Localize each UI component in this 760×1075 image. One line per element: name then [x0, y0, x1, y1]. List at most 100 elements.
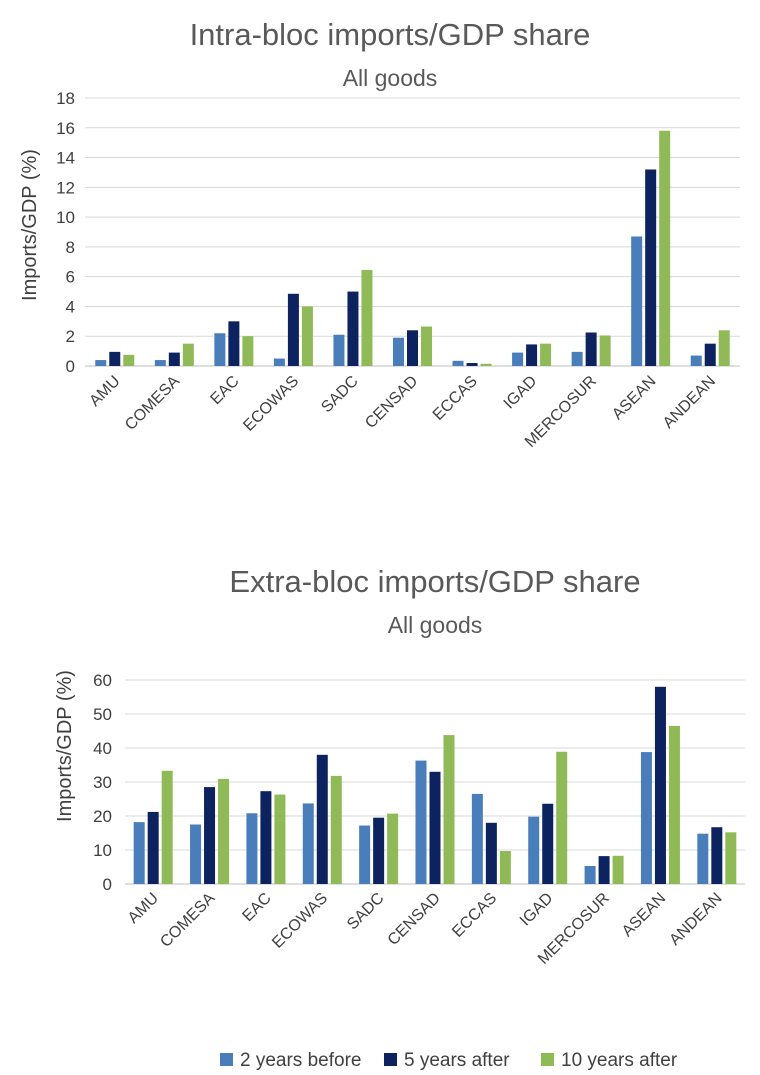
- category-label-amu: AMU: [86, 373, 123, 410]
- category-label-asean: ASEAN: [609, 373, 659, 423]
- bar-comesa-10-years-after: [218, 778, 230, 884]
- y-tick-label: 14: [56, 149, 75, 168]
- bar-andean-5-years-after: [704, 343, 716, 366]
- bar-ecowas-10-years-after: [330, 775, 342, 884]
- bar-mercosur-10-years-after: [599, 335, 611, 366]
- bar-amu-5-years-after: [109, 351, 121, 366]
- category-label-andean: ANDEAN: [666, 890, 725, 949]
- bar-igad-2-years-before: [512, 352, 524, 366]
- intra-bloc-chart: Intra-bloc imports/GDP share All goods I…: [19, 17, 740, 451]
- bar-eccas-5-years-after: [466, 363, 478, 366]
- category-label-sadc: SADC: [344, 890, 387, 933]
- bar-igad-2-years-before: [528, 816, 540, 884]
- chart-title: Extra-bloc imports/GDP share: [229, 564, 640, 599]
- bar-eac-2-years-before: [246, 813, 258, 884]
- y-tick-label: 30: [93, 773, 112, 792]
- bar-mercosur-5-years-after: [598, 856, 610, 884]
- category-label-eccas: ECCAS: [430, 373, 481, 424]
- bar-amu-5-years-after: [147, 811, 159, 884]
- bar-sadc-10-years-after: [387, 813, 399, 884]
- bar-andean-10-years-after: [725, 832, 737, 884]
- y-tick-label: 0: [103, 875, 112, 894]
- bar-andean-2-years-before: [697, 833, 709, 884]
- bar-asean-2-years-before: [631, 236, 643, 366]
- bar-comesa-2-years-before: [154, 360, 166, 366]
- category-label-comesa: COMESA: [122, 373, 183, 434]
- category-label-censad: CENSAD: [362, 373, 421, 432]
- bar-comesa-10-years-after: [182, 343, 194, 366]
- category-label-comesa: COMESA: [157, 890, 218, 951]
- y-tick-label: 60: [93, 671, 112, 690]
- y-tick-label: 2: [66, 327, 75, 346]
- bar-asean-2-years-before: [640, 752, 652, 884]
- legend-label-10-years-after: 10 years after: [561, 1050, 678, 1071]
- bar-asean-10-years-after: [659, 130, 671, 366]
- bar-ecowas-2-years-before: [302, 803, 314, 884]
- bar-eac-2-years-before: [214, 333, 226, 366]
- category-label-ecowas: ECOWAS: [240, 373, 302, 435]
- bar-ecowas-10-years-after: [301, 306, 313, 366]
- extra-bloc-chart: Extra-bloc imports/GDP share All goods I…: [54, 564, 745, 968]
- y-tick-label: 6: [66, 268, 75, 287]
- category-label-asean: ASEAN: [619, 890, 669, 940]
- bar-ecowas-5-years-after: [287, 293, 299, 366]
- bar-amu-2-years-before: [95, 360, 107, 366]
- bar-comesa-5-years-after: [168, 352, 180, 366]
- bar-sadc-2-years-before: [333, 334, 345, 366]
- bar-sadc-2-years-before: [359, 825, 371, 884]
- bar-censad-2-years-before: [415, 760, 427, 884]
- legend-label-5-years-after: 5 years after: [404, 1050, 510, 1071]
- chart-subtitle: All goods: [343, 65, 438, 91]
- bar-mercosur-10-years-after: [612, 855, 624, 884]
- chart-subtitle: All goods: [388, 612, 483, 638]
- bar-sadc-5-years-after: [347, 291, 359, 366]
- legend-swatch-2-years-before: [220, 1053, 233, 1066]
- category-label-amu: AMU: [125, 890, 162, 927]
- bar-eac-5-years-after: [228, 321, 240, 366]
- bar-censad-5-years-after: [429, 771, 441, 884]
- bar-eccas-10-years-after: [499, 851, 511, 884]
- y-axis-label: Imports/GDP (%): [54, 670, 76, 822]
- bar-censad-10-years-after: [421, 326, 432, 366]
- bar-censad-2-years-before: [393, 337, 404, 366]
- legend-swatch-5-years-after: [384, 1053, 397, 1066]
- y-tick-label: 20: [93, 807, 112, 826]
- y-axis-label: Imports/GDP (%): [19, 149, 41, 301]
- bar-ecowas-5-years-after: [316, 754, 328, 884]
- bar-eac-10-years-after: [242, 336, 254, 366]
- y-tick-label: 10: [56, 208, 75, 227]
- bar-andean-10-years-after: [718, 330, 730, 366]
- bar-mercosur-2-years-before: [571, 351, 583, 366]
- y-tick-label: 40: [93, 739, 112, 758]
- y-tick-label: 8: [66, 238, 75, 257]
- category-label-eac: EAC: [239, 890, 274, 925]
- bar-eccas-2-years-before: [471, 793, 483, 884]
- bar-andean-2-years-before: [690, 355, 702, 366]
- bars: [133, 686, 737, 884]
- bar-asean-5-years-after: [645, 169, 657, 366]
- category-label-andean: ANDEAN: [660, 373, 719, 432]
- legend-swatch-10-years-after: [541, 1053, 554, 1066]
- bar-mercosur-5-years-after: [585, 332, 597, 366]
- bar-censad-10-years-after: [443, 735, 455, 884]
- chart-title: Intra-bloc imports/GDP share: [190, 17, 591, 52]
- bar-amu-10-years-after: [123, 354, 135, 366]
- bar-comesa-5-years-after: [204, 787, 216, 884]
- y-tick-label: 16: [56, 119, 75, 138]
- bar-igad-10-years-after: [556, 751, 568, 884]
- category-label-igad: IGAD: [501, 373, 541, 413]
- category-label-igad: IGAD: [517, 890, 557, 930]
- bar-amu-2-years-before: [133, 822, 145, 884]
- bar-asean-5-years-after: [654, 686, 666, 884]
- category-label-censad: CENSAD: [385, 890, 444, 949]
- bar-igad-5-years-after: [542, 803, 554, 884]
- y-tick-labels: 0 10 20 30 40 50 60: [93, 671, 112, 894]
- bars: [95, 130, 730, 366]
- y-tick-label: 4: [66, 297, 75, 316]
- chart-legend: 2 years before 5 years after 10 years af…: [220, 1050, 678, 1071]
- bar-eac-10-years-after: [274, 794, 286, 884]
- bar-andean-5-years-after: [711, 827, 723, 884]
- bar-amu-10-years-after: [161, 770, 173, 884]
